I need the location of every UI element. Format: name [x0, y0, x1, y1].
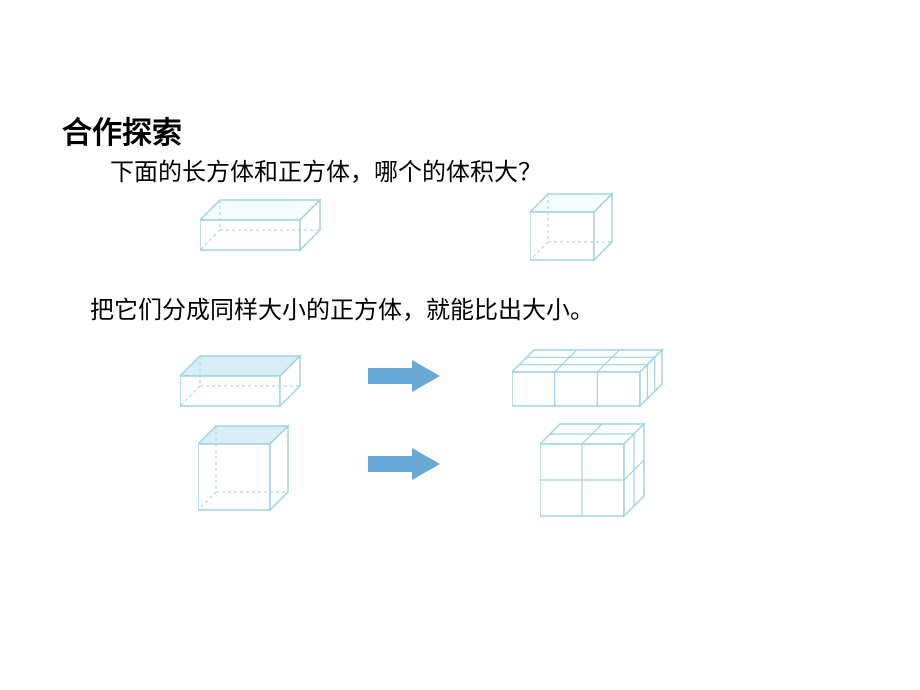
cube-shape-top [530, 188, 630, 269]
cuboid-shape-top [200, 192, 340, 259]
divided-cube-shape [540, 420, 660, 525]
explanation-text: 把它们分成同样大小的正方体，就能比出大小。 [90, 290, 594, 325]
section-title: 合作探索 [62, 108, 182, 152]
divided-cuboid-shape [512, 346, 680, 417]
arrow-icon [368, 448, 440, 485]
cuboid-shape-bottom [180, 348, 320, 415]
arrow-icon [368, 360, 440, 397]
question-text: 下面的长方体和正方体，哪个的体积大？ [110, 152, 542, 187]
cube-shape-bottom [198, 420, 298, 519]
